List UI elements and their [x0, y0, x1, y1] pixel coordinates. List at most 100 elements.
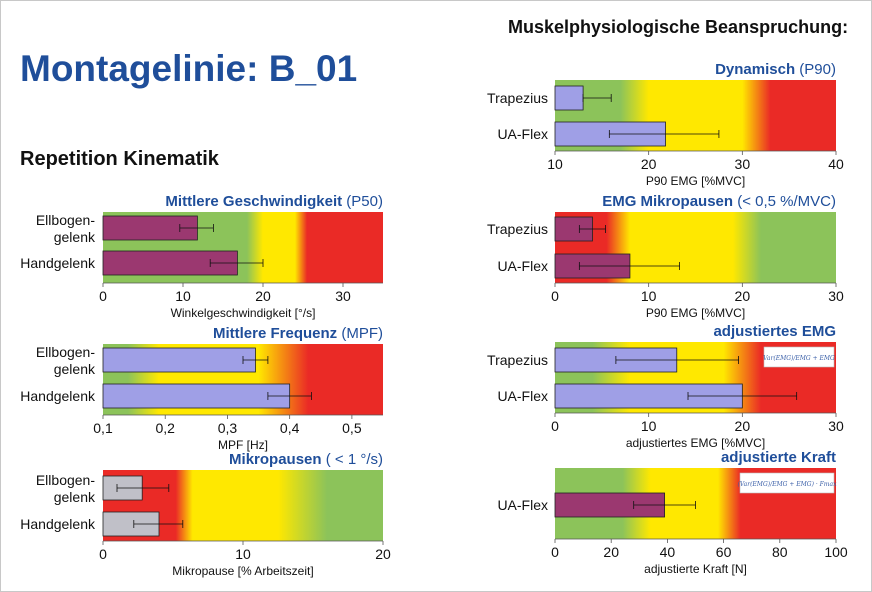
panel-title: Mittlere Frequenz (MPF) — [213, 325, 383, 342]
panel-title-main: adjustierte Kraft — [721, 449, 836, 466]
panel-title: Dynamisch (P90) — [715, 61, 836, 78]
category-label: Handgelenk — [20, 255, 96, 271]
formula-text: Var(EMG)/EMG + EMG — [763, 355, 835, 362]
category-label-line: Handgelenk — [20, 388, 96, 404]
category-label-line: gelenk — [54, 229, 96, 245]
panel-title-main: Dynamisch — [715, 61, 795, 78]
bar — [554, 85, 584, 111]
panel-title: Mittlere Geschwindigkeit (P50) — [165, 193, 383, 210]
panel-title-main: EMG Mikropausen — [602, 193, 733, 210]
panel-title: EMG Mikropausen (< 0,5 %/MVC) — [602, 193, 836, 210]
panel-title-subtitle: (< 0,5 %/MVC) — [733, 193, 836, 210]
x-axis-label: Mikropause [% Arbeitszeit] — [172, 564, 313, 578]
x-tick-label: 20 — [735, 418, 751, 434]
category-label: Trapezius — [487, 221, 548, 237]
formula-text: (Var(EMG)/EMG + EMG) · Fmax — [738, 481, 838, 488]
category-label: Trapezius — [487, 90, 548, 106]
category-label-line: UA-Flex — [497, 258, 548, 274]
category-label-line: Trapezius — [487, 90, 548, 106]
chart-dynamisch: Dynamisch (P90) Trapezius UA-Flex 10 20 30 40 P… — [487, 61, 844, 188]
x-tick-label: 60 — [716, 544, 732, 560]
x-tick-label: 10 — [641, 418, 657, 434]
x-tick-label: 0,1 — [93, 420, 113, 436]
category-label: UA-Flex — [497, 388, 548, 404]
category-label: Handgelenk — [20, 516, 96, 532]
category-label: UA-Flex — [497, 126, 548, 142]
category-label-line: Trapezius — [487, 221, 548, 237]
bar — [102, 347, 256, 373]
x-tick-label: 10 — [175, 288, 191, 304]
x-tick-label: 10 — [235, 546, 251, 562]
x-tick-label: 30 — [735, 156, 751, 172]
panel-title-main: Mittlere Frequenz — [213, 325, 337, 342]
category-label-line: UA-Flex — [497, 388, 548, 404]
category-label-line: gelenk — [54, 361, 96, 377]
x-tick-label: 20 — [735, 288, 751, 304]
x-axis-label: MPF [Hz] — [218, 438, 268, 452]
category-label: Handgelenk — [20, 388, 96, 404]
x-tick-label: 30 — [335, 288, 351, 304]
x-tick-label: 20 — [641, 156, 657, 172]
x-axis-label: P90 EMG [%MVC] — [646, 174, 745, 188]
x-tick-label: 40 — [660, 544, 676, 560]
x-tick-label: 20 — [375, 546, 391, 562]
category-label-line: Trapezius — [487, 352, 548, 368]
x-tick-label: 0,2 — [155, 420, 175, 436]
category-label-line: UA-Flex — [497, 497, 548, 513]
panel-title-subtitle: ( < 1 °/s) — [322, 451, 383, 468]
chart-emg_mikro: EMG Mikropausen (< 0,5 %/MVC) Trapezius UA… — [487, 193, 844, 320]
panel-title-main: adjustiertes EMG — [713, 323, 836, 340]
x-tick-label: 10 — [547, 156, 563, 172]
formula-box — [739, 472, 835, 494]
panel-title-main: Mikropausen — [229, 451, 322, 468]
panel-title-subtitle: (MPF) — [337, 325, 383, 342]
category-label-line: Handgelenk — [20, 516, 96, 532]
panel-title: Mikropausen ( < 1 °/s) — [229, 451, 383, 468]
x-tick-label: 100 — [824, 544, 848, 560]
x-tick-label: 40 — [828, 156, 844, 172]
category-label-line: UA-Flex — [497, 126, 548, 142]
bar — [554, 383, 743, 409]
category-label-line: Handgelenk — [20, 255, 96, 271]
x-tick-label: 0 — [99, 288, 107, 304]
category-label-line: gelenk — [54, 489, 96, 505]
x-tick-label: 30 — [828, 418, 844, 434]
x-tick-label: 10 — [641, 288, 657, 304]
x-axis-label: adjustiertes EMG [%MVC] — [626, 436, 765, 450]
x-tick-label: 0 — [99, 546, 107, 562]
x-tick-label: 20 — [603, 544, 619, 560]
formula-box — [763, 346, 835, 368]
panel-title-subtitle: (P50) — [342, 193, 383, 210]
chart-geschw: Mittlere Geschwindigkeit (P50) Ellbogen-g… — [20, 193, 383, 320]
x-tick-label: 20 — [255, 288, 271, 304]
x-tick-label: 0 — [551, 544, 559, 560]
x-tick-label: 0,4 — [280, 420, 300, 436]
x-tick-label: 30 — [828, 288, 844, 304]
x-tick-label: 0 — [551, 418, 559, 434]
x-tick-label: 0,3 — [218, 420, 238, 436]
panel-title-subtitle: (P90) — [795, 61, 836, 78]
x-tick-label: 0,5 — [342, 420, 362, 436]
x-axis-label: P90 EMG [%MVC] — [646, 306, 745, 320]
category-label: Ellbogen-gelenk — [36, 344, 96, 377]
page-title: Montagelinie: B_01 — [20, 48, 358, 89]
category-label: UA-Flex — [497, 258, 548, 274]
panel-title: adjustierte Kraft — [721, 449, 836, 466]
chart-frequenz: Mittlere Frequenz (MPF) Ellbogen-gelenk Ha… — [20, 325, 383, 452]
bar — [102, 383, 291, 409]
category-label-line: Ellbogen- — [36, 344, 95, 360]
section-title-muskel: Muskelphysiologische Beanspruchung: — [508, 17, 849, 37]
category-label: Ellbogen-gelenk — [36, 212, 96, 245]
chart-mikropausen_kin: Mikropausen ( < 1 °/s) Ellbogen-gelenk Han… — [20, 451, 391, 578]
category-label: Trapezius — [487, 352, 548, 368]
x-tick-label: 0 — [551, 288, 559, 304]
panel-title: adjustiertes EMG — [713, 323, 836, 340]
category-label-line: Ellbogen- — [36, 472, 95, 488]
panel-title-main: Mittlere Geschwindigkeit — [165, 193, 342, 210]
section-title-kinematik: Repetition Kinematik — [20, 148, 219, 170]
category-label-line: Ellbogen- — [36, 212, 95, 228]
x-axis-label: Winkelgeschwindigkeit [°/s] — [171, 306, 316, 320]
category-label: UA-Flex — [497, 497, 548, 513]
